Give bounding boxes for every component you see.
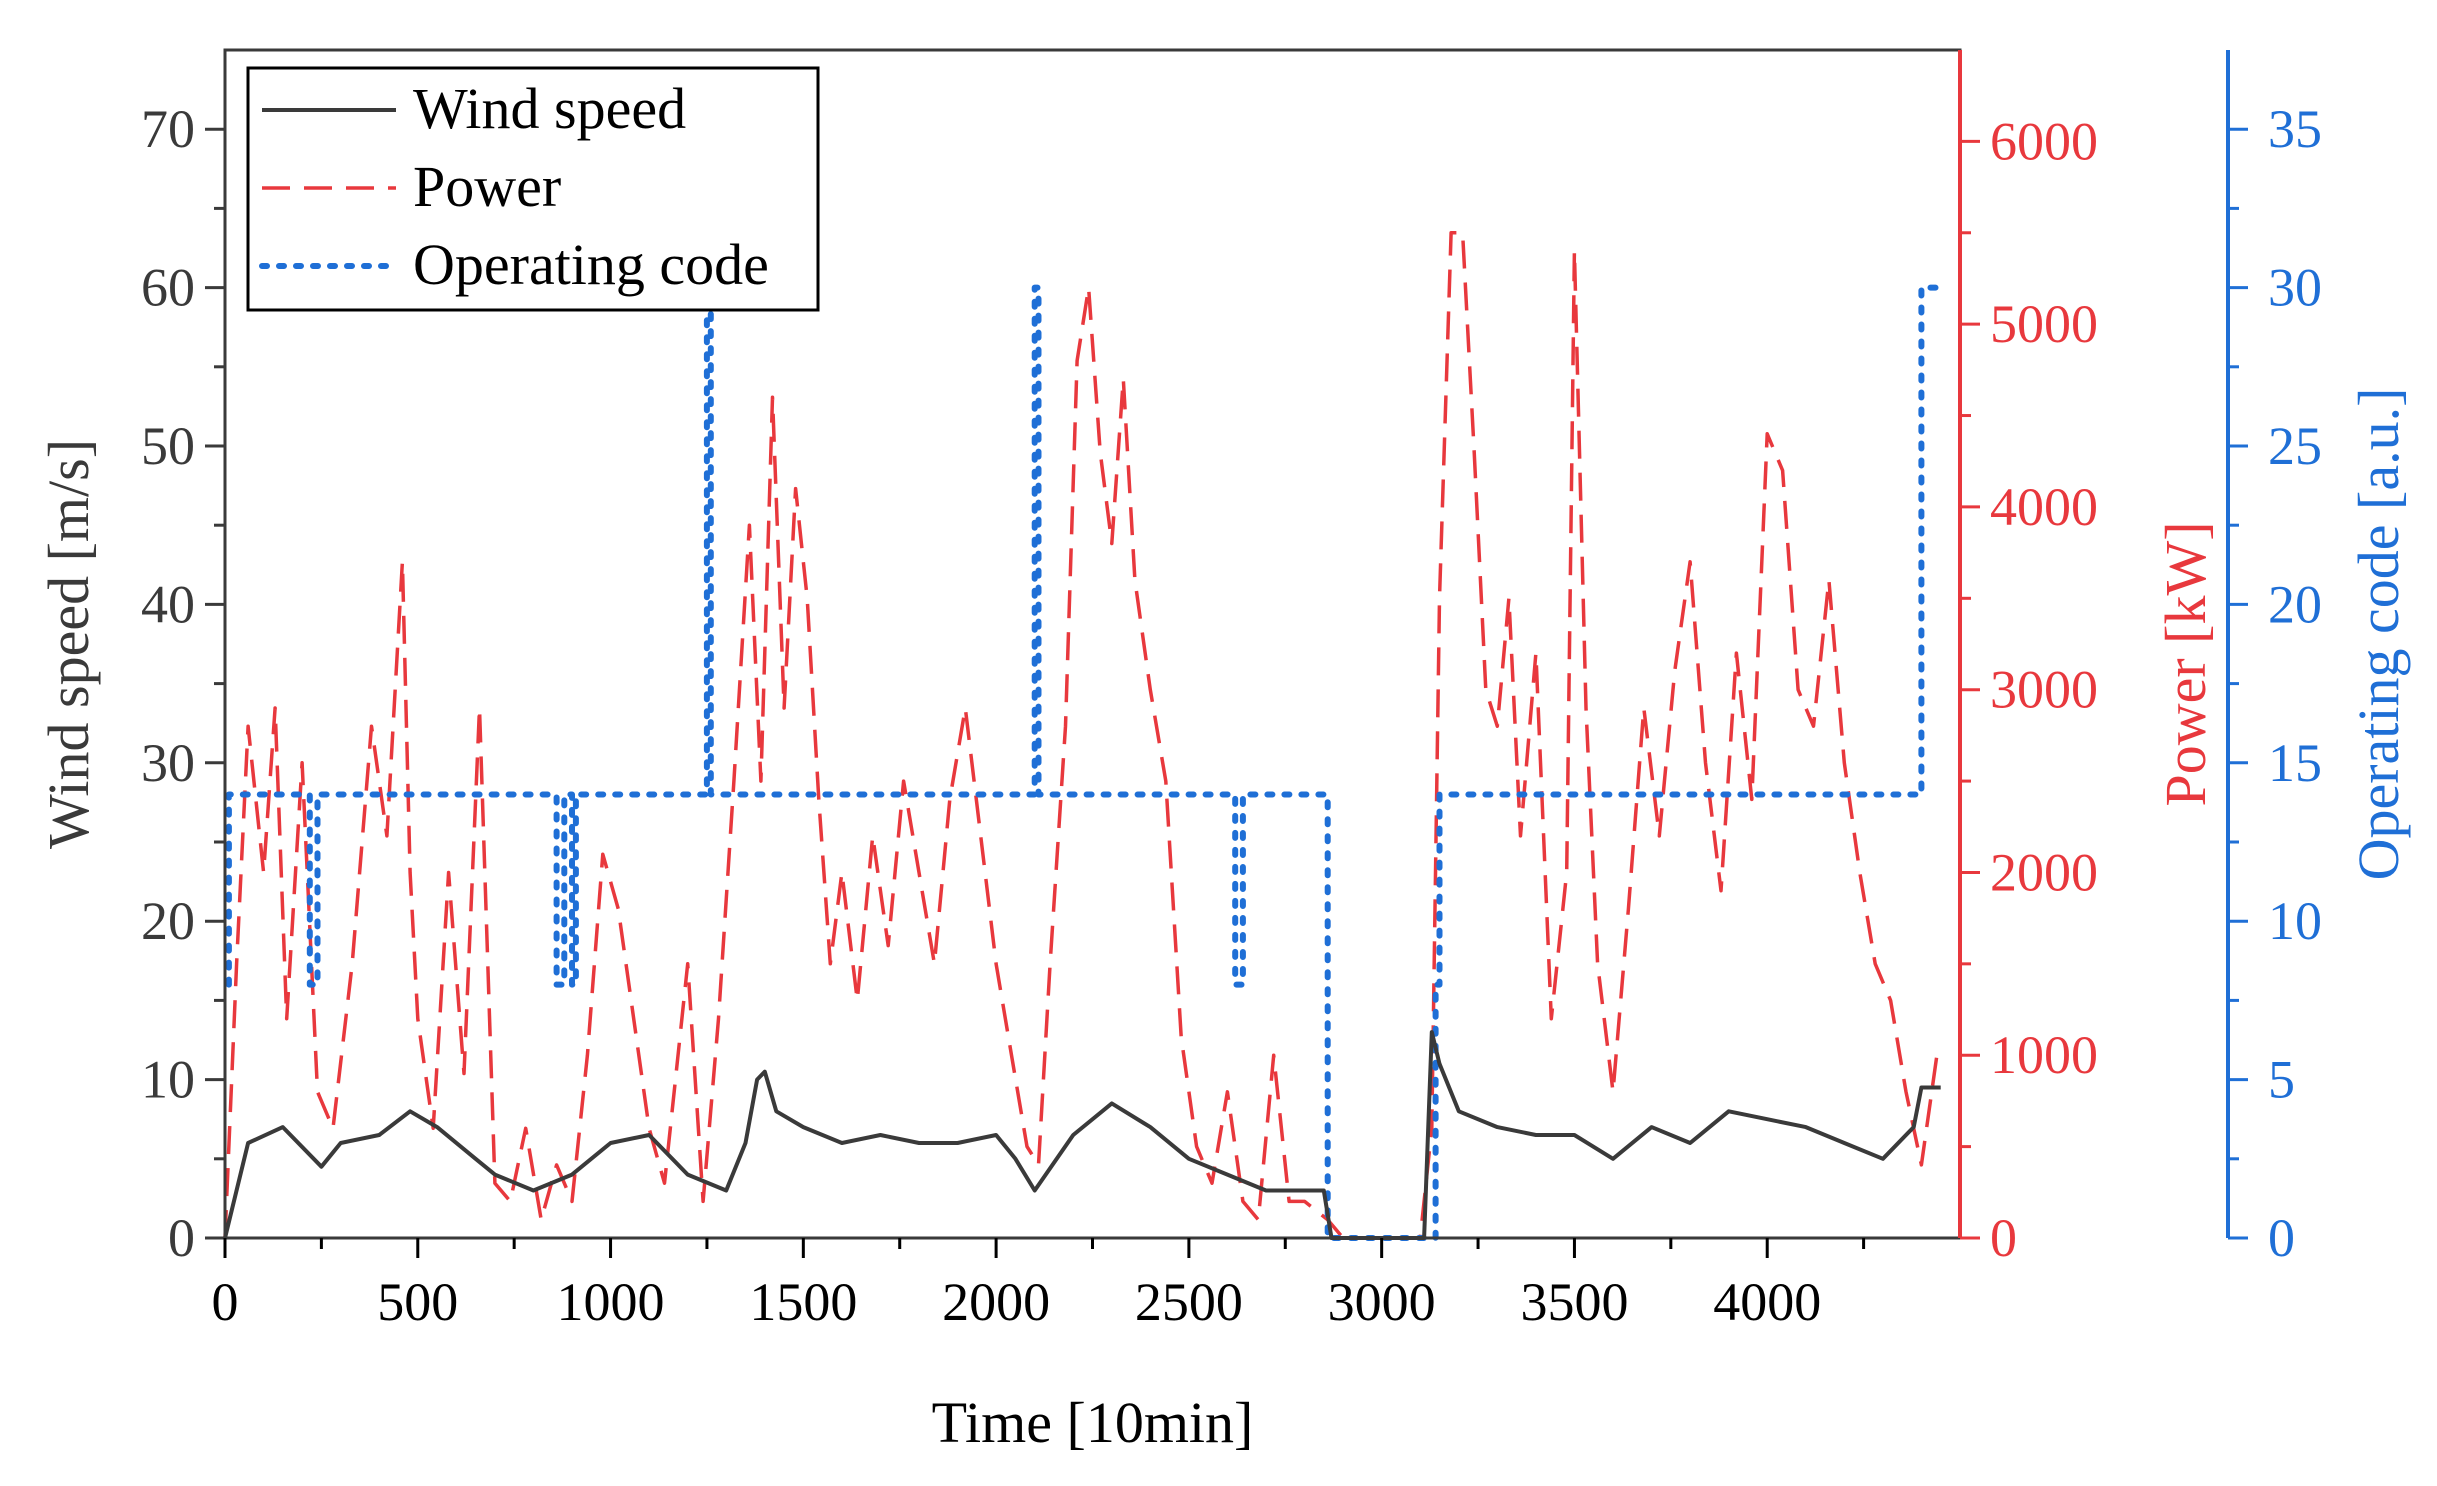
axis-right-operating-code: 0 5 10 15 20 25 30 35 [2226,50,2322,1268]
plot-series [223,231,1944,1241]
x-tick-label: 1000 [557,1272,665,1332]
legend-box [246,66,820,312]
y-code-tick-label: 5 [2268,1050,2295,1110]
legend: Wind speed Power Operating code [246,66,820,312]
axis-right-power: 0 1000 2000 3000 4000 5000 6000 [1958,50,2098,1268]
legend-label-operating-code: Operating code [413,232,769,297]
y-left-tick-label: 10 [141,1050,195,1110]
y-power-tick-label: 6000 [1990,111,2098,171]
x-tick-label: 3500 [1520,1272,1628,1332]
y-code-tick-label: 35 [2268,99,2322,159]
y-axis-left-title: Wind speed [m/s] [36,439,101,849]
x-tick-label: 0 [212,1272,239,1332]
y-left-tick-label: 70 [141,99,195,159]
legend-label-wind-speed: Wind speed [413,76,686,141]
axis-left: 0 10 20 30 40 50 60 70 [141,99,225,1268]
y-left-tick-label: 60 [141,258,195,318]
y-code-tick-label: 0 [2268,1208,2295,1268]
x-tick-label: 2500 [1135,1272,1243,1332]
series-line-operating-code [225,284,1944,1241]
y-code-tick-label: 30 [2268,258,2322,318]
x-tick-label: 500 [377,1272,458,1332]
y-power-tick-label: 5000 [1990,294,2098,354]
y-axis-operating-code-title: Operating code [a.u.] [2346,388,2411,881]
y-left-tick-label: 40 [141,574,195,634]
x-tick-label: 2000 [942,1272,1050,1332]
x-axis-title: Time [10min] [932,1390,1254,1455]
y-code-tick-label: 15 [2268,733,2322,793]
x-tick-label: 1500 [749,1272,857,1332]
x-tick-label: 3000 [1328,1272,1436,1332]
y-left-tick-label: 30 [141,733,195,793]
x-tick-label: 4000 [1713,1272,1821,1332]
y-code-tick-label: 25 [2268,416,2322,476]
y-left-tick-label: 20 [141,891,195,951]
series-line-power [223,231,1939,1240]
y-left-tick-label: 50 [141,416,195,476]
y-code-tick-label: 10 [2268,891,2322,951]
series-line-wind-speed [223,1030,1941,1240]
y-power-tick-label: 0 [1990,1208,2017,1268]
y-power-tick-label: 3000 [1990,660,2098,720]
y-power-tick-label: 2000 [1990,842,2098,902]
axis-bottom: 0 500 1000 1500 2000 2500 3000 3500 4000 [212,1238,1866,1332]
legend-label-power: Power [413,154,561,219]
y-code-tick-label: 20 [2268,574,2322,634]
y-power-tick-label: 4000 [1990,477,2098,537]
y-power-tick-label: 1000 [1990,1025,2098,1085]
y-left-tick-label: 0 [168,1208,195,1268]
y-axis-power-title: Power [kW] [2153,521,2218,806]
